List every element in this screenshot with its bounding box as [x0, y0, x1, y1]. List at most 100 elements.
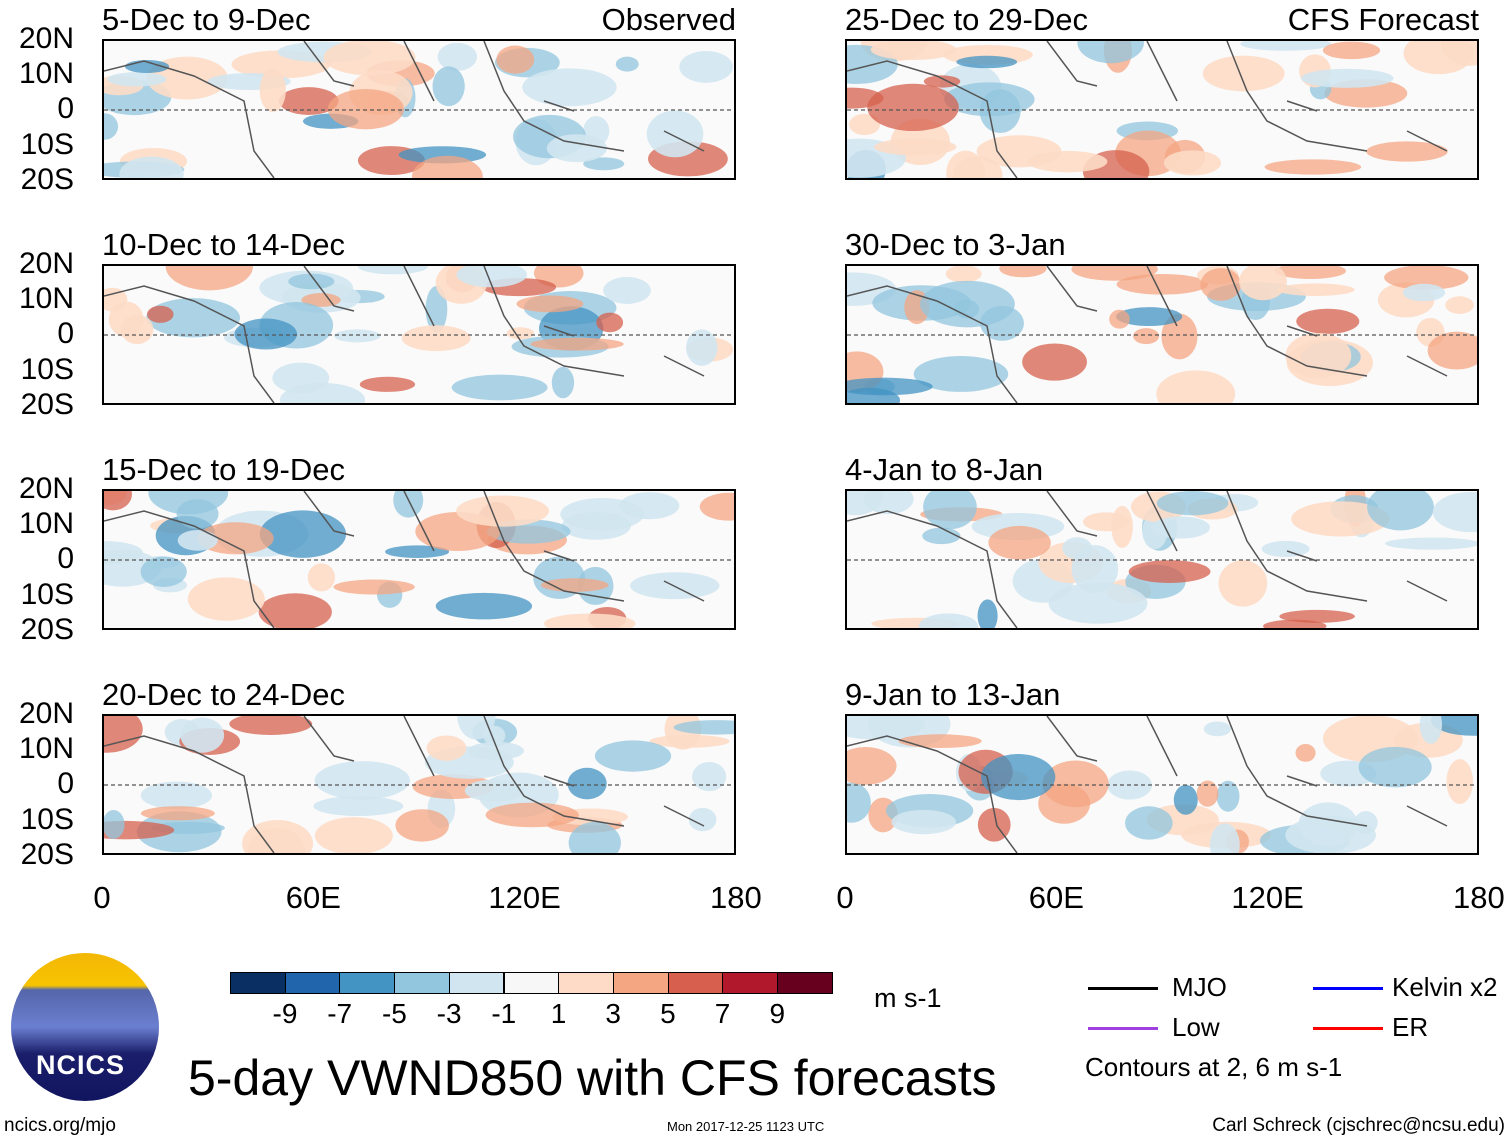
anomaly-blob	[567, 767, 607, 800]
anomaly-blob	[104, 113, 119, 140]
lon-label: 0	[836, 880, 854, 915]
anomaly-blob	[288, 273, 335, 290]
anomaly-blob	[451, 374, 548, 401]
anomaly-blob	[692, 762, 727, 792]
anomaly-blob	[913, 355, 1009, 392]
anomaly-blob	[437, 42, 478, 71]
panel-title: 30-Dec to 3-Jan	[845, 227, 1066, 262]
lat-label: 20S	[20, 162, 74, 196]
anomaly-blob	[496, 45, 535, 74]
anomaly-blob	[1163, 150, 1222, 176]
lat-label: 10N	[18, 732, 74, 766]
lat-label: 10S	[20, 577, 74, 611]
colorbar-box	[612, 972, 669, 994]
anomaly-blob	[603, 276, 651, 304]
anomaly-field	[104, 491, 734, 628]
anomaly-blob	[483, 725, 506, 746]
anomaly-blob	[247, 827, 306, 853]
anomaly-blob	[323, 41, 416, 76]
anomaly-blob	[1419, 716, 1443, 744]
legend-line-kelvin-x2	[1313, 987, 1383, 990]
anomaly-blob	[107, 72, 167, 87]
anomaly-blob	[1133, 328, 1160, 345]
map-panel	[102, 489, 736, 630]
map-panel	[102, 714, 736, 855]
anomaly-blob	[522, 68, 617, 107]
anomaly-blob	[1441, 41, 1477, 66]
anomaly-blob	[197, 522, 274, 555]
anomaly-blob	[1384, 266, 1469, 290]
anomaly-blob	[229, 716, 313, 735]
coastline	[847, 41, 1448, 178]
map-panel	[845, 489, 1479, 630]
anomaly-blob	[1367, 491, 1434, 531]
anomaly-blob	[1427, 331, 1477, 370]
anomaly-blob	[1203, 721, 1232, 737]
anomaly-blob	[686, 329, 718, 366]
lat-label: 20N	[18, 247, 74, 280]
anomaly-blob	[1432, 491, 1477, 533]
anomaly-blob	[898, 734, 982, 749]
colorbar-box	[722, 972, 778, 994]
anomaly-blob	[1296, 308, 1360, 334]
colorbar-label: -9	[272, 998, 298, 1029]
anomaly-blob	[1109, 309, 1130, 329]
anomaly-blob	[165, 266, 253, 291]
anomaly-blob	[516, 295, 584, 313]
lon-label: 60E	[285, 880, 341, 915]
anomaly-blob	[999, 266, 1047, 278]
anomaly-field	[847, 41, 1477, 178]
coastline	[847, 266, 1448, 403]
anomaly-blob	[673, 720, 734, 735]
anomaly-blob	[456, 495, 549, 527]
anomaly-blob	[923, 75, 961, 88]
panel-tag: CFS Forecast	[1287, 2, 1479, 37]
anomaly-blob	[1291, 501, 1390, 537]
map-panel	[845, 264, 1479, 405]
anomaly-blob	[847, 716, 925, 740]
anomaly-blob	[259, 510, 347, 558]
anomaly-field	[847, 716, 1477, 853]
anomaly-blob	[140, 806, 215, 821]
legend-line-er	[1313, 1027, 1383, 1030]
lat-label: 0	[57, 317, 74, 351]
anomaly-blob	[849, 113, 881, 136]
anomaly-blob	[104, 716, 143, 753]
colorbar-label: -7	[327, 998, 353, 1029]
anomaly-blob	[464, 779, 524, 802]
anomaly-blob	[272, 362, 330, 394]
anomaly-blob	[1446, 759, 1474, 804]
legend-label: Low	[1172, 1012, 1220, 1042]
anomaly-blob	[426, 735, 467, 761]
lat-label: 10N	[18, 57, 74, 91]
legend-label: Kelvin x2	[1392, 972, 1498, 1002]
anomaly-blob	[412, 155, 483, 178]
ncics-logo	[11, 953, 159, 1101]
coastline	[104, 716, 705, 853]
anomaly-blob	[359, 376, 416, 392]
anomaly-blob	[891, 809, 957, 835]
anomaly-blob	[333, 579, 415, 595]
anomaly-field	[104, 716, 734, 853]
anomaly-blob	[1156, 370, 1236, 403]
anomaly-blob	[259, 68, 286, 113]
anomaly-blob	[1156, 491, 1229, 516]
anomaly-blob	[1216, 780, 1240, 812]
anomaly-blob	[401, 325, 471, 352]
anomaly-blob	[981, 753, 1056, 801]
anomaly-blob	[1285, 332, 1352, 379]
anomaly-blob	[646, 110, 704, 158]
anomaly-blob	[187, 577, 265, 621]
anomaly-blob	[1240, 41, 1332, 51]
anomaly-blob	[104, 809, 125, 839]
anomaly-blob	[180, 717, 225, 753]
lat-label: 0	[57, 92, 74, 126]
anomaly-blob	[1128, 560, 1211, 583]
anomaly-blob	[1430, 716, 1477, 736]
anomaly-blob	[120, 314, 154, 345]
anomaly-blob	[847, 747, 897, 785]
anomaly-blob	[234, 318, 298, 350]
lat-label: 10S	[20, 352, 74, 386]
coastline	[847, 716, 1448, 853]
anomaly-blob	[327, 89, 404, 130]
